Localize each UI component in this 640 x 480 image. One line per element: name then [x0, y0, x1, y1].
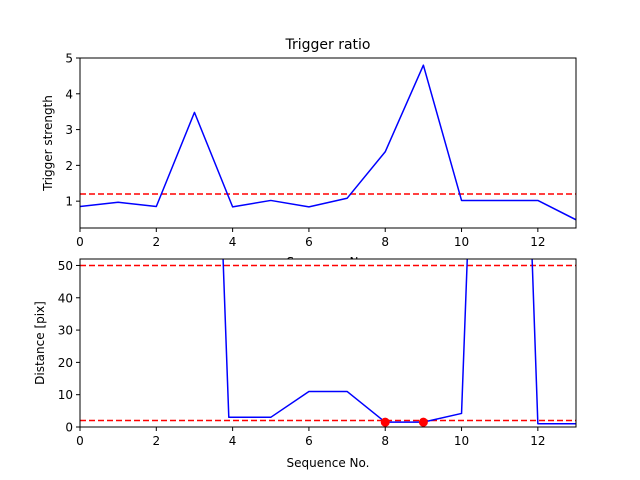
- bottom-series-line-0: [222, 259, 469, 423]
- top-series: [80, 64, 576, 221]
- bottom-series-line-1: [531, 259, 576, 425]
- top-y-tick-label-0: 1: [65, 195, 73, 209]
- top-x-tick-label-2: 4: [229, 235, 237, 249]
- bottom-x-tick-label-2: 4: [229, 434, 237, 448]
- bottom-markers: [380, 417, 428, 427]
- plot-area: [80, 259, 576, 427]
- bottom-x-tick-label-4: 8: [381, 434, 389, 448]
- top-y-tick-label-1: 2: [65, 159, 73, 173]
- chart-title: Trigger ratio: [284, 37, 370, 53]
- top-x-ticks: 0 2 4 6 8 10 12: [76, 228, 545, 249]
- bottom-y-ticks: 0 10 20 30 40 50: [58, 259, 80, 435]
- bottom-y-tick-label-1: 10: [58, 388, 73, 402]
- top-y-ticks: 1 2 3 4 5: [65, 52, 80, 209]
- bottom-marker-0: [380, 417, 390, 427]
- bottom-marker-1: [418, 417, 428, 427]
- axes-frame: [79, 57, 577, 229]
- plot-area: [80, 58, 576, 228]
- bottom-y-tick-label-4: 40: [58, 291, 73, 305]
- bottom-x-tick-label-5: 10: [454, 434, 469, 448]
- bottom-x-tick-label-6: 12: [530, 434, 545, 448]
- top-x-tick-label-5: 10: [454, 235, 469, 249]
- top-x-tick-label-1: 2: [152, 235, 160, 249]
- bottom-y-tick-label-0: 0: [65, 421, 73, 435]
- bottom-y-tick-label-5: 50: [58, 259, 73, 273]
- x-axis-label: Sequence No.: [287, 456, 370, 470]
- axes-frame: [79, 258, 577, 428]
- top-x-tick-label-0: 0: [76, 235, 84, 249]
- bottom-y-tick-label-2: 20: [58, 356, 73, 370]
- top-y-tick-label-4: 5: [65, 52, 73, 66]
- bottom-hlines: [80, 264, 576, 422]
- bottom-series: [222, 259, 576, 425]
- top-x-tick-label-6: 12: [530, 235, 545, 249]
- y-axis-label: Trigger strength: [41, 95, 55, 192]
- top-x-tick-label-4: 8: [381, 235, 389, 249]
- bottom-x-tick-label-1: 2: [152, 434, 160, 448]
- bottom-y-tick-label-3: 30: [58, 324, 73, 338]
- top-x-tick-label-3: 6: [305, 235, 313, 249]
- y-axis-label: Distance [pix]: [33, 301, 47, 385]
- top-y-tick-label-2: 3: [65, 123, 73, 137]
- distance-chart: 0 2 4 6 8 10 12 0 10 20 30 40 50 Sequence No. Dista…: [33, 258, 577, 470]
- bottom-x-tick-label-0: 0: [76, 434, 84, 448]
- top-series-line-0: [80, 64, 576, 221]
- top-y-tick-label-3: 4: [65, 87, 73, 101]
- bottom-x-ticks: 0 2 4 6 8 10 12: [76, 427, 545, 448]
- bottom-x-tick-label-3: 6: [305, 434, 313, 448]
